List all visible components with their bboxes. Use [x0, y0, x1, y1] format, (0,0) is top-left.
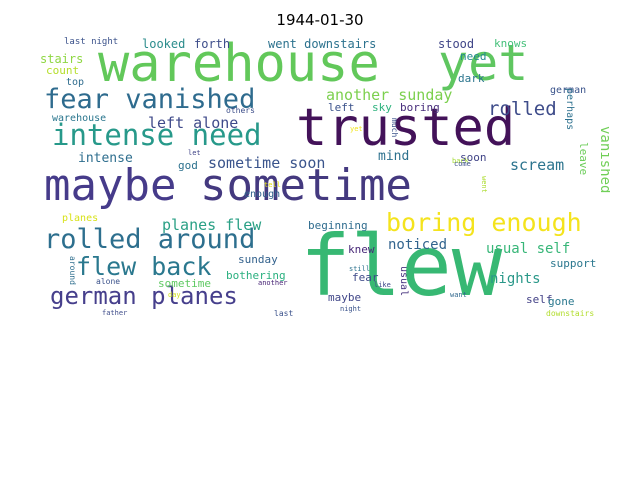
word-planes: planes	[62, 213, 99, 224]
word-sometime: sometime	[200, 160, 412, 211]
word-went-downstairs: went downstairs	[268, 37, 377, 51]
word-intense: intense	[78, 151, 133, 166]
word-downstairs: downstairs	[546, 309, 595, 318]
word-gone: gone	[548, 295, 575, 308]
word-come: come	[454, 160, 471, 168]
word-warehouse: warehouse	[52, 113, 107, 124]
word-others: others	[226, 106, 255, 115]
word-nights: nights	[490, 271, 541, 287]
word-forth: forth	[194, 37, 231, 51]
word-still: still	[349, 265, 371, 273]
word-like: like	[374, 281, 391, 289]
word-yet: yet	[438, 36, 529, 92]
word-night: night	[340, 305, 362, 313]
word-tell: tell	[264, 181, 281, 189]
chart-title: 1944-01-30	[276, 11, 364, 29]
word-perhaps: perhaps	[564, 88, 575, 131]
word-another-sunday: another sunday	[326, 86, 453, 104]
word-planes-flew: planes flew	[162, 216, 262, 234]
word-mind: mind	[378, 149, 410, 164]
word-day: day	[168, 291, 181, 299]
word-went: went	[480, 176, 488, 193]
word-warehouse: warehouse	[98, 36, 380, 94]
word-knew: knew	[348, 243, 375, 256]
word-rolled: rolled	[488, 98, 557, 120]
word-another: another	[258, 279, 288, 287]
word-scream: scream	[510, 156, 565, 174]
word-left: left	[328, 101, 355, 114]
word-fear-vanished: fear vanished	[44, 84, 256, 115]
word-left-alone: left alone	[148, 114, 239, 132]
word-self: self	[526, 293, 553, 306]
word-alone: alone	[96, 277, 121, 286]
word-maybe: maybe	[328, 291, 362, 304]
word-much: much	[390, 118, 399, 138]
word-looked: looked	[142, 37, 186, 51]
word-fear: fear	[352, 271, 379, 284]
word-intense-need: intense need	[52, 118, 262, 152]
word-stairs: stairs	[40, 52, 84, 66]
word-enough: enough	[244, 189, 281, 200]
word-flew-back: flew back	[76, 252, 212, 281]
word-sometime-soon: sometime soon	[208, 154, 326, 172]
word-cloud: warehouse yet trusted maybe sometime flew fear…	[38, 36, 610, 322]
word-father: father	[102, 309, 128, 317]
word-sometime: sometime	[158, 277, 211, 290]
word-sky: sky	[372, 101, 392, 114]
word-beginning: beginning	[308, 219, 368, 232]
word-knows: knows	[494, 37, 528, 50]
word-boring-enough: boring enough	[386, 208, 582, 237]
word-sunday: sunday	[238, 253, 278, 266]
word-last-night: last night	[64, 37, 119, 47]
word-support: support	[550, 257, 597, 270]
word-flew: flew	[300, 217, 503, 315]
word-yet: yet	[350, 125, 363, 133]
word-german-planes: german planes	[50, 282, 238, 310]
word-maybe: maybe	[44, 160, 177, 211]
word-soon: soon	[460, 151, 487, 164]
word-rolled-around: rolled around	[44, 224, 256, 255]
word-trusted: trusted	[296, 98, 516, 158]
word-dark: dark	[458, 72, 485, 85]
word-count: count	[46, 64, 80, 77]
word-boring: boring	[400, 101, 440, 114]
word-stood: stood	[438, 37, 475, 51]
word-need: need	[460, 50, 487, 63]
word-want: want	[450, 291, 467, 299]
word-let: let	[188, 149, 201, 157]
word-back: back	[452, 157, 469, 165]
word-god: god	[178, 159, 198, 172]
word-leave: leave	[577, 142, 590, 176]
word-german: german	[550, 85, 587, 96]
word-usual: usual	[398, 266, 409, 297]
word-usual-self: usual self	[486, 241, 571, 257]
word-noticed: noticed	[388, 237, 448, 253]
word-bothering: bothering	[226, 269, 286, 282]
word-around: around	[68, 256, 77, 285]
word-top: top	[66, 77, 85, 88]
word-vanished: vanished	[597, 126, 610, 194]
word-last: last	[274, 309, 294, 318]
